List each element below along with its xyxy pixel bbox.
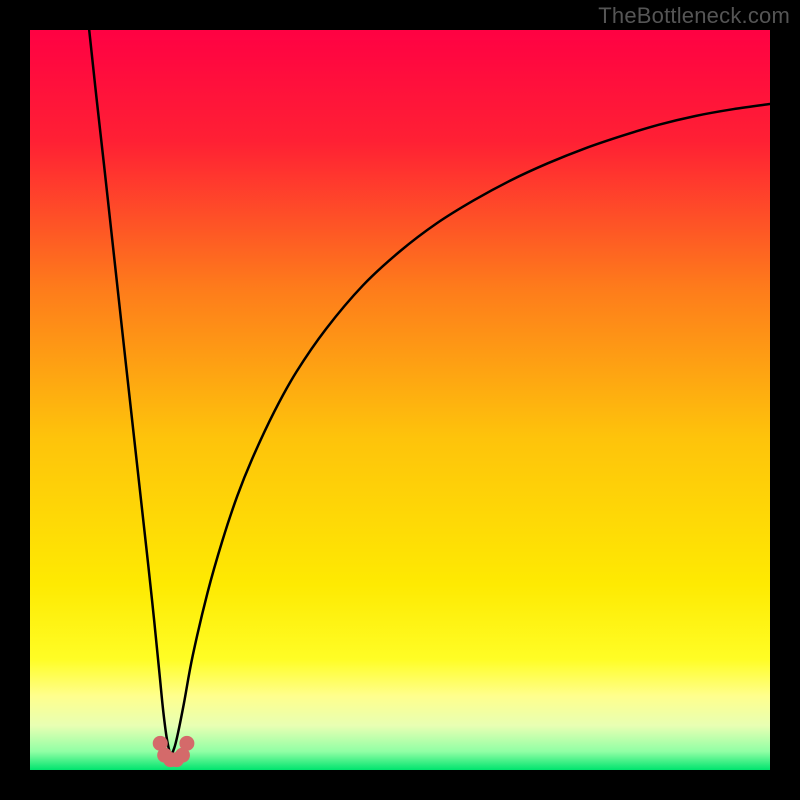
bottleneck-chart <box>0 0 800 800</box>
watermark-label: TheBottleneck.com <box>598 3 790 29</box>
plot-background <box>30 30 770 770</box>
chart-container: TheBottleneck.com <box>0 0 800 800</box>
dip-marker <box>179 736 194 751</box>
